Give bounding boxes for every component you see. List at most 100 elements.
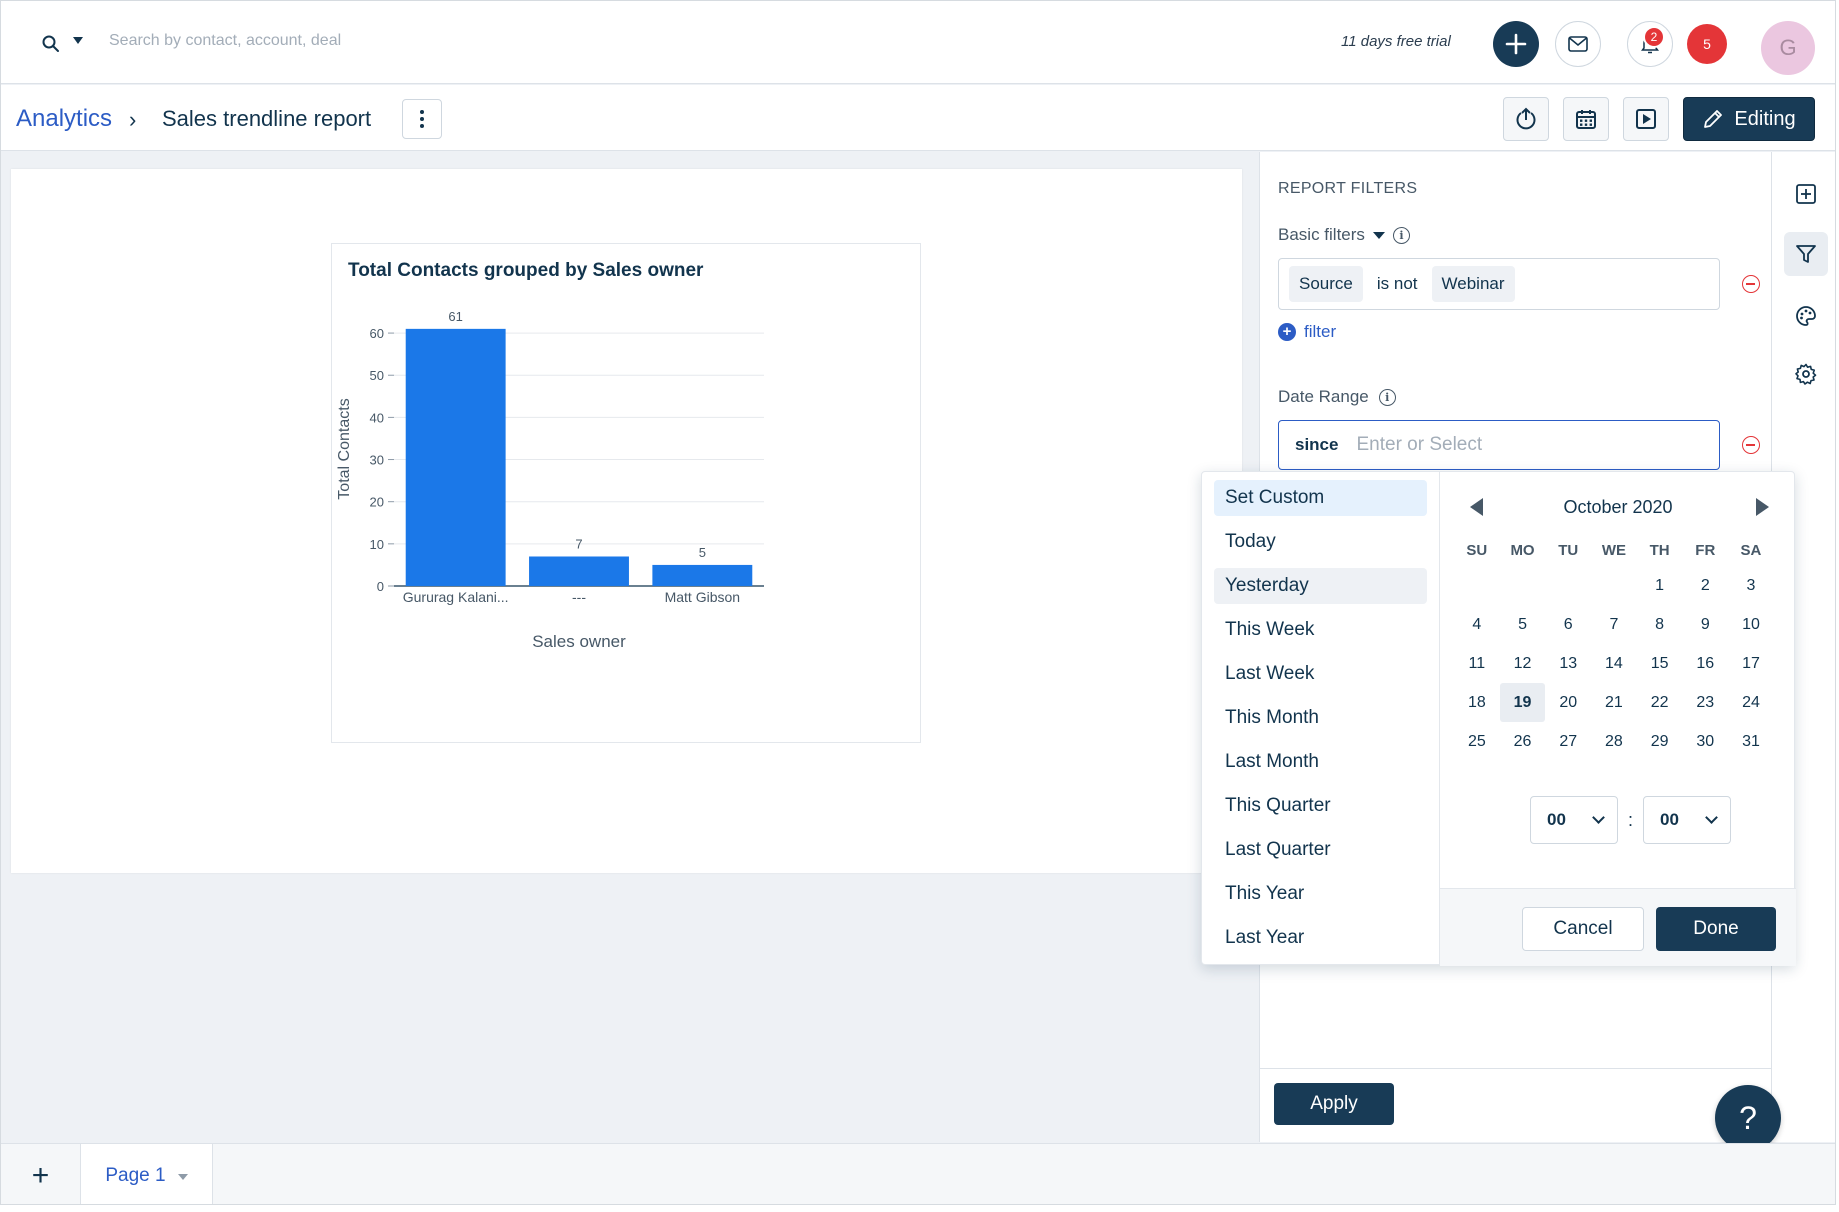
calendar-footer: Cancel Done: [1440, 888, 1796, 966]
calendar-day[interactable]: 25: [1467, 732, 1486, 750]
calendar-day[interactable]: 16: [1696, 654, 1715, 672]
remove-date-range-icon[interactable]: [1742, 436, 1760, 454]
minute-select[interactable]: 00: [1643, 796, 1732, 844]
search-scope-dropdown-icon[interactable]: [73, 37, 83, 44]
remove-filter-icon[interactable]: [1742, 275, 1760, 293]
calendar-day[interactable]: 13: [1559, 654, 1578, 672]
calendar-day[interactable]: 20: [1559, 693, 1578, 711]
calendar-day[interactable]: 22: [1650, 693, 1669, 711]
date-range-input[interactable]: since: [1278, 420, 1720, 470]
calendar-day[interactable]: 27: [1559, 732, 1578, 750]
preset-today[interactable]: Today: [1225, 531, 1276, 552]
weekday-header: SA: [1740, 541, 1762, 559]
bar-2: [652, 564, 753, 586]
breadcrumb-analytics-link[interactable]: Analytics: [16, 105, 113, 132]
notifications-button[interactable]: 5: [1687, 24, 1727, 64]
next-month-icon[interactable]: [1756, 498, 1769, 516]
calendar-day[interactable]: 6: [1563, 615, 1573, 633]
preset-this-quarter[interactable]: This Quarter: [1225, 795, 1331, 816]
calendar-icon: [1576, 110, 1596, 129]
settings-tool-button[interactable]: [1784, 352, 1828, 396]
calendar-day[interactable]: 28: [1605, 732, 1623, 750]
editing-button[interactable]: Editing: [1683, 97, 1815, 141]
previous-month-icon[interactable]: [1470, 498, 1483, 516]
calendar-empty-cell: [1454, 566, 1500, 605]
data-label: 61: [448, 309, 462, 324]
trial-status: 11 days free trial: [1341, 33, 1451, 50]
calendar-day[interactable]: 14: [1605, 654, 1623, 672]
preset-last-week[interactable]: Last Week: [1225, 663, 1315, 684]
help-button[interactable]: ?: [1715, 1085, 1781, 1151]
preset-this-month[interactable]: This Month: [1225, 707, 1319, 728]
add-page-button[interactable]: +: [1, 1144, 81, 1204]
quick-add-button[interactable]: [1493, 21, 1539, 67]
tab-page-1[interactable]: Page 1: [81, 1144, 213, 1204]
report-header: Analytics › Sales trendline report Editi…: [1, 85, 1835, 151]
calendar-day[interactable]: 31: [1742, 732, 1760, 750]
calendar-day[interactable]: 26: [1513, 732, 1532, 750]
preset-this-year[interactable]: This Year: [1225, 883, 1305, 904]
calendar-day[interactable]: 7: [1609, 615, 1619, 633]
filter-field-chip[interactable]: Source: [1289, 266, 1363, 302]
calendar-day[interactable]: 19: [1499, 683, 1546, 722]
theme-tool-button[interactable]: [1784, 294, 1828, 338]
calendar-day[interactable]: 4: [1472, 615, 1482, 633]
preset-last-quarter[interactable]: Last Quarter: [1225, 839, 1331, 860]
cancel-button[interactable]: Cancel: [1522, 907, 1644, 951]
plus-icon: [1505, 33, 1527, 55]
calendar-day[interactable]: 29: [1650, 732, 1669, 750]
info-icon[interactable]: i: [1378, 388, 1396, 406]
mail-button[interactable]: [1555, 21, 1601, 67]
weekday-header: FR: [1695, 541, 1716, 559]
calendar-day[interactable]: 21: [1605, 693, 1623, 711]
play-icon: [1636, 109, 1656, 129]
filter-value-chip[interactable]: Webinar: [1431, 266, 1515, 302]
basic-filters-label: Basic filters: [1278, 225, 1365, 244]
user-avatar[interactable]: G: [1761, 21, 1815, 75]
calendar-day[interactable]: 24: [1742, 693, 1760, 711]
preset-set-custom[interactable]: Set Custom: [1214, 480, 1427, 516]
export-button[interactable]: [1503, 97, 1549, 141]
schedule-button[interactable]: [1563, 97, 1609, 141]
filter-condition-row[interactable]: Source is not Webinar: [1278, 258, 1720, 310]
calendar-day[interactable]: 17: [1742, 654, 1760, 672]
calendar-day[interactable]: 12: [1513, 654, 1532, 672]
calendar-day[interactable]: 9: [1700, 615, 1710, 633]
preset-yesterday[interactable]: Yesterday: [1214, 568, 1427, 604]
calendar-day[interactable]: 2: [1700, 576, 1710, 594]
caret-down-icon[interactable]: [177, 1174, 188, 1180]
done-button[interactable]: Done: [1656, 907, 1776, 951]
filter-operator[interactable]: is not: [1376, 274, 1418, 293]
preset-this-week[interactable]: This Week: [1225, 619, 1315, 640]
info-icon[interactable]: i: [1392, 226, 1410, 244]
calendar-day[interactable]: 1: [1655, 576, 1665, 594]
more-options-button[interactable]: [402, 99, 442, 139]
calendar-day[interactable]: 10: [1742, 615, 1760, 633]
calendar-day[interactable]: 23: [1696, 693, 1715, 711]
calendar-day[interactable]: 5: [1518, 615, 1527, 633]
y-tick-label: 40: [370, 410, 384, 425]
apply-button[interactable]: Apply: [1274, 1083, 1394, 1125]
y-tick-label: 50: [370, 368, 384, 383]
search-icon[interactable]: [41, 34, 61, 54]
preset-last-year[interactable]: Last Year: [1225, 927, 1305, 948]
preset-last-month[interactable]: Last Month: [1225, 751, 1319, 772]
add-filter-button[interactable]: + filter: [1278, 322, 1336, 342]
present-button[interactable]: [1623, 97, 1669, 141]
weekday-header: TU: [1558, 541, 1579, 559]
add-widget-button[interactable]: [1784, 172, 1828, 216]
chart-widget[interactable]: 0 10 20 30 40 50 60 61 Gururag Kalani... 7 --- 5 Mat…: [331, 243, 921, 743]
basic-filters-toggle[interactable]: Basic filters i: [1278, 225, 1410, 245]
global-search-input[interactable]: [109, 26, 609, 56]
calendar-day[interactable]: 11: [1468, 654, 1486, 672]
calendar-day[interactable]: 15: [1650, 654, 1669, 672]
calendar-day[interactable]: 30: [1696, 732, 1715, 750]
date-range-field[interactable]: [1356, 434, 1677, 456]
calendar-day[interactable]: 3: [1746, 576, 1756, 594]
calendar-day[interactable]: 8: [1655, 615, 1665, 633]
calendar-day[interactable]: 18: [1467, 693, 1486, 711]
filters-tool-button[interactable]: [1784, 232, 1828, 276]
hour-select[interactable]: 00: [1530, 796, 1618, 844]
page-tabs-bar: + Page 1: [1, 1143, 1835, 1204]
calendar-empty-cell: [1591, 566, 1637, 605]
